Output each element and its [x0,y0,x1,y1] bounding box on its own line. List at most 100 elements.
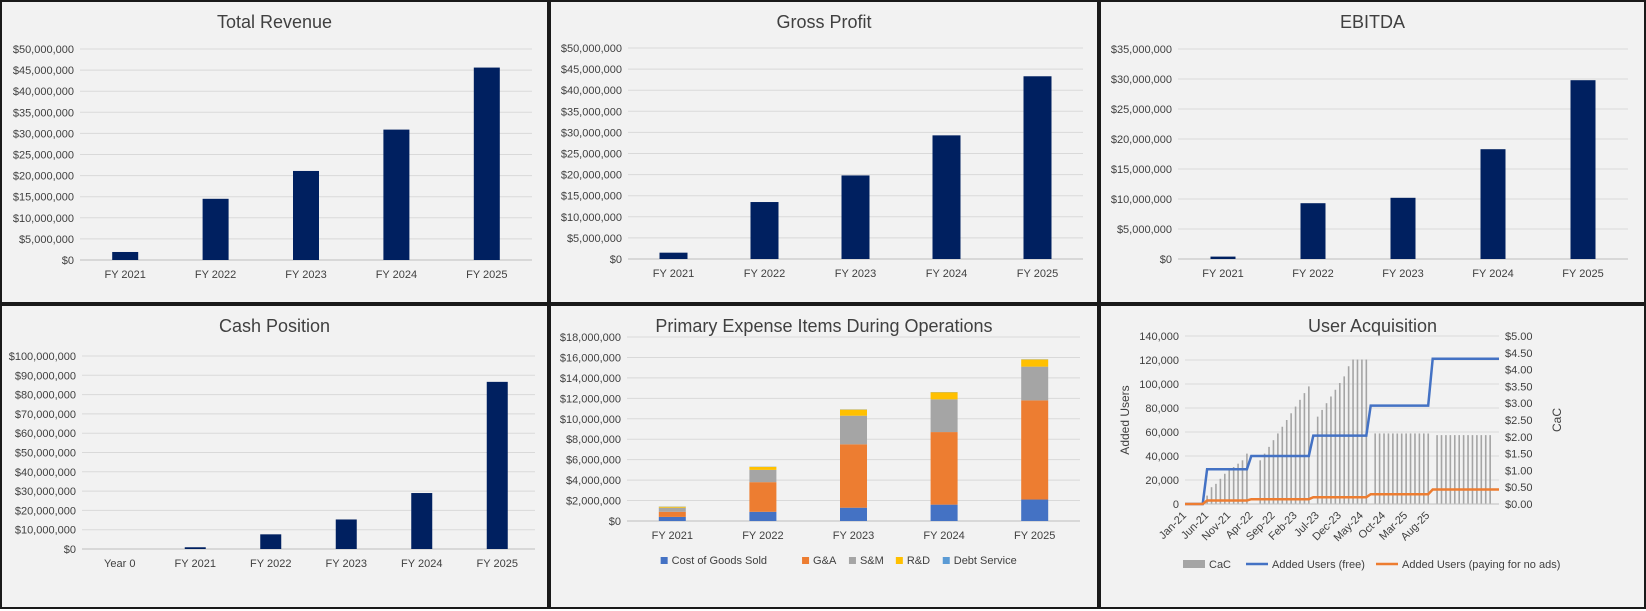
legend-label: Added Users (paying for no ads) [1402,559,1560,571]
bar [487,382,508,549]
y-tick-label: 140,000 [1139,331,1179,343]
bar-segment [749,512,776,521]
x-tick-label: FY 2025 [1017,268,1058,280]
x-tick-label: FY 2023 [1382,268,1423,280]
y-tick-label: $30,000,000 [13,128,74,140]
y-tick-label: $15,000,000 [13,192,74,204]
y2-tick-label: $4.50 [1505,348,1533,360]
y-tick-label: $5,000,000 [567,233,622,245]
y-tick-label: $30,000,000 [561,127,622,139]
bar-segment [749,467,776,470]
y-tick-label: $30,000,000 [15,486,76,498]
bar [336,519,357,549]
bar-segment [659,508,686,512]
y-tick-label: $10,000,000 [561,212,622,224]
y-tick-label: 40,000 [1145,451,1179,463]
y-tick-label: $60,000,000 [15,428,76,440]
x-tick-label: FY 2023 [326,558,367,570]
legend-label: R&D [907,555,930,567]
y-tick-label: $12,000,000 [560,393,621,405]
gross-profit-chart[interactable]: Gross Profit $0$5,000,000$10,000,000$15,… [549,0,1099,304]
bar [660,253,688,259]
y-tick-label: $5,000,000 [19,234,74,246]
y-tick-label: $40,000,000 [15,467,76,479]
y-tick-label: $2,000,000 [566,496,621,508]
y2-tick-label: $3.00 [1505,398,1533,410]
y-tick-label: $25,000,000 [1111,104,1172,116]
x-tick-label: FY 2024 [926,268,967,280]
legend-label: CaC [1209,559,1231,571]
bar-segment [840,444,867,507]
user-acquisition-plot: 020,00040,00060,00080,000100,000120,0001… [1101,306,1646,611]
y-tick-label: $14,000,000 [560,373,621,385]
x-tick-label: FY 2022 [744,268,785,280]
y2-tick-label: $2.50 [1505,415,1533,427]
bar [1301,203,1326,259]
expense-items-chart[interactable]: Primary Expense Items During Operations … [549,304,1099,609]
x-tick-label: FY 2021 [175,558,216,570]
ebitda-chart[interactable]: EBITDA $0$5,000,000$10,000,000$15,000,00… [1099,0,1646,304]
y2-tick-label: $4.00 [1505,365,1533,377]
y-tick-label: 60,000 [1145,427,1179,439]
legend-label: G&A [813,555,837,567]
bar [185,547,206,549]
y-tick-label: $30,000,000 [1111,74,1172,86]
bar-segment [840,410,867,416]
legend-swatch [943,557,950,564]
y-tick-label: $40,000,000 [13,86,74,98]
bar-segment [1021,500,1048,521]
x-tick-label: FY 2023 [285,269,326,281]
y-tick-label: $15,000,000 [561,191,622,203]
x-tick-label: FY 2025 [1562,268,1603,280]
y-tick-label: $20,000,000 [1111,134,1172,146]
y-tick-label: $15,000,000 [1111,164,1172,176]
y-tick-label: $8,000,000 [566,434,621,446]
bar [933,135,961,259]
bar-segment [749,470,776,482]
y-tick-label: $35,000,000 [1111,44,1172,56]
bar [293,171,319,260]
x-tick-label: FY 2024 [401,558,442,570]
bar [203,199,229,260]
y-tick-label: $90,000,000 [15,370,76,382]
bar [411,493,432,549]
x-tick-label: Year 0 [104,558,135,570]
y-tick-label: 80,000 [1145,403,1179,415]
cash-position-plot: $0$10,000,000$20,000,000$30,000,000$40,0… [2,306,551,611]
y-tick-label: 20,000 [1145,475,1179,487]
bar [1211,257,1236,259]
x-tick-label: FY 2024 [1472,268,1513,280]
bar-segment [931,399,958,432]
gross-profit-plot: $0$5,000,000$10,000,000$15,000,000$20,00… [551,2,1101,306]
bar-segment [840,508,867,521]
total-revenue-chart[interactable]: Total Revenue $0$5,000,000$10,000,000$15… [0,0,549,304]
x-tick-label: FY 2022 [250,558,291,570]
legend-label: Added Users (free) [1272,559,1365,571]
total-revenue-plot: $0$5,000,000$10,000,000$15,000,000$20,00… [2,2,551,306]
y-tick-label: $20,000,000 [561,170,622,182]
legend-label: Cost of Goods Sold [672,555,767,567]
y-tick-label: $5,000,000 [1117,224,1172,236]
y-tick-label: $45,000,000 [13,65,74,77]
bar [842,175,870,259]
y-tick-label: $0 [609,516,621,528]
y-tick-label: $25,000,000 [13,150,74,162]
y2-axis-label: CaC [1550,408,1564,432]
bar [260,534,281,549]
x-tick-label: FY 2021 [653,268,694,280]
x-tick-label: FY 2024 [923,530,964,542]
y2-tick-label: $0.50 [1505,482,1533,494]
bar-segment [1021,367,1048,401]
y-tick-label: $20,000,000 [15,505,76,517]
y-tick-label: $18,000,000 [560,332,621,344]
bar-segment [659,512,686,517]
cash-position-chart[interactable]: Cash Position $0$10,000,000$20,000,000$3… [0,304,549,609]
x-tick-label: FY 2022 [742,530,783,542]
bar-segment [1021,400,1048,499]
x-tick-label: FY 2021 [652,530,693,542]
y-tick-label: $6,000,000 [566,455,621,467]
bar-segment [840,416,867,445]
y2-tick-label: $3.50 [1505,381,1533,393]
